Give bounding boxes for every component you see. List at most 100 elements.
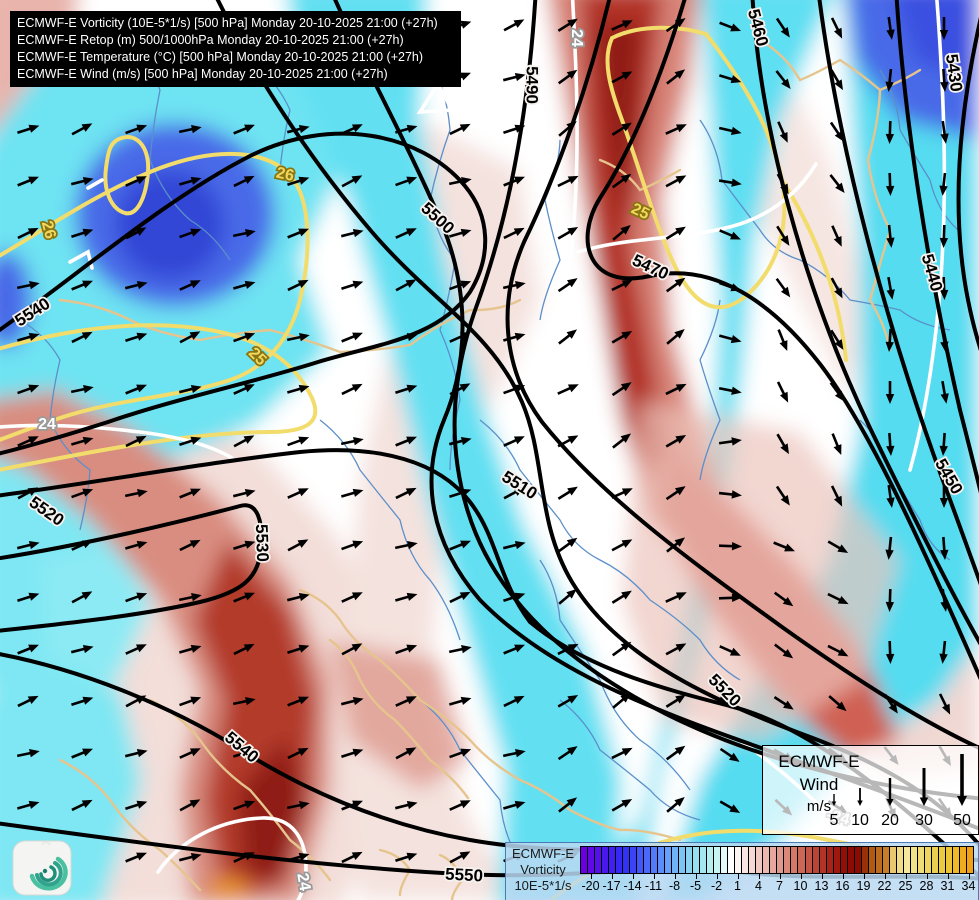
wind-arrow	[665, 383, 687, 396]
wind-arrow	[71, 748, 93, 759]
wind-arrow	[830, 17, 843, 39]
wind-arrow	[776, 173, 789, 195]
colorbar-cell	[721, 847, 729, 873]
wind-arrow	[557, 643, 579, 656]
vorticity-legend-units: 10E-5*1/s	[514, 878, 572, 893]
wind-arrow	[179, 228, 202, 239]
colorbar-tick	[737, 874, 739, 879]
wind-arrow	[340, 488, 364, 498]
colorbar-tick	[674, 874, 676, 879]
wind-arrow	[286, 592, 310, 602]
wind-arrow	[718, 541, 742, 551]
wind-arrow	[503, 695, 525, 708]
wind-arrow	[394, 124, 418, 134]
title-line-vorticity: ECMWF-E Vorticity (10E-5*1/s) [500 hPa] …	[17, 16, 438, 30]
wind-arrow	[665, 694, 686, 708]
colorbar-tick-label: 1	[734, 879, 741, 893]
wind-arrow	[286, 801, 310, 810]
colorbar-cell	[581, 847, 589, 873]
wind-arrow	[939, 485, 949, 508]
wind-arrow	[341, 540, 364, 551]
colorbar-tick	[632, 874, 634, 879]
colorbar-cell	[644, 847, 652, 873]
colorbar-cell	[938, 847, 946, 873]
wind-arrow	[611, 747, 633, 760]
wind-arrow	[557, 486, 578, 500]
wind-arrow	[665, 226, 686, 240]
border-line	[758, 38, 922, 92]
wind-arrow	[775, 485, 790, 506]
wind-arrow	[287, 436, 310, 447]
wind-arrow	[720, 695, 740, 711]
wind-arrow	[502, 749, 526, 758]
border-line	[328, 638, 470, 800]
wind-arrow	[611, 173, 632, 189]
wind-arrow	[125, 592, 148, 603]
colorbar-cell	[882, 847, 890, 873]
colorbar-tick-label: 34	[961, 879, 976, 893]
wind-arrow	[341, 748, 364, 759]
wind-arrow	[178, 593, 202, 602]
wind-arrow	[395, 747, 417, 760]
wind-arrow	[179, 748, 201, 759]
wind-arrow	[71, 696, 94, 707]
wind-scale-value: 5	[830, 812, 839, 829]
wind-arrow	[719, 645, 741, 656]
wind-arrow	[940, 536, 949, 560]
colorbar-tick-label: 16	[835, 879, 850, 893]
wind-arrow	[341, 332, 363, 343]
wind-scale-value: 50	[953, 812, 971, 829]
wind-arrow	[71, 331, 93, 344]
colorbar-cell	[735, 847, 743, 873]
wind-arrow	[125, 384, 147, 395]
wind-arrow	[830, 329, 844, 350]
colorbar-tick	[863, 874, 865, 879]
colorbar-tick-label: 31	[940, 879, 955, 893]
wind-arrow	[179, 436, 202, 447]
wind-arrow	[394, 541, 418, 550]
river-line	[559, 699, 701, 821]
wind-arrow	[665, 435, 687, 448]
wind-arrow	[718, 593, 742, 603]
colorbar-tick-label: 4	[755, 879, 762, 893]
wind-arrow	[16, 800, 40, 810]
wind-arrow	[503, 124, 526, 135]
wind-arrow	[829, 174, 845, 194]
colorbar-cell	[945, 847, 953, 873]
colorbar-cell	[924, 847, 932, 873]
wind-arrow	[719, 74, 742, 84]
colorbar-cell	[861, 847, 869, 873]
wind-arrow	[776, 225, 790, 246]
wind-arrow	[125, 852, 147, 863]
wind-arrow	[448, 177, 472, 186]
colorbar-tick	[590, 874, 592, 879]
wind-arrow	[939, 224, 949, 248]
wind-arrow	[125, 644, 147, 655]
title-line-temperature: ECMWF-E Temperature (°C) [500 hPa] Monda…	[17, 50, 424, 64]
wind-arrow	[71, 123, 93, 136]
colorbar-cell	[833, 847, 841, 873]
colorbar-tick-label: -2	[710, 879, 723, 893]
wind-arrow	[124, 489, 148, 498]
wind-arrow	[940, 588, 949, 612]
wind-arrow	[395, 852, 418, 863]
wind-arrow	[883, 693, 898, 714]
colorbar-tick	[779, 874, 781, 879]
colorbar-cell	[749, 847, 757, 873]
wind-arrow	[287, 488, 309, 499]
wind-arrow	[71, 540, 93, 551]
wind-arrow	[395, 436, 417, 447]
wind-arrow	[449, 591, 471, 604]
wind-arrow	[287, 747, 309, 760]
wind-arrow	[71, 280, 93, 291]
wind-arrow	[665, 124, 687, 135]
wind-arrow	[611, 799, 633, 812]
contour-label: 24	[568, 29, 585, 47]
wind-arrow	[665, 277, 686, 293]
wind-arrow	[395, 696, 417, 707]
wind-arrow	[558, 589, 577, 605]
colorbar-cell	[658, 847, 666, 873]
wind-arrow	[125, 800, 148, 811]
wind-arrow	[394, 800, 418, 810]
wind-arrow	[939, 17, 949, 40]
